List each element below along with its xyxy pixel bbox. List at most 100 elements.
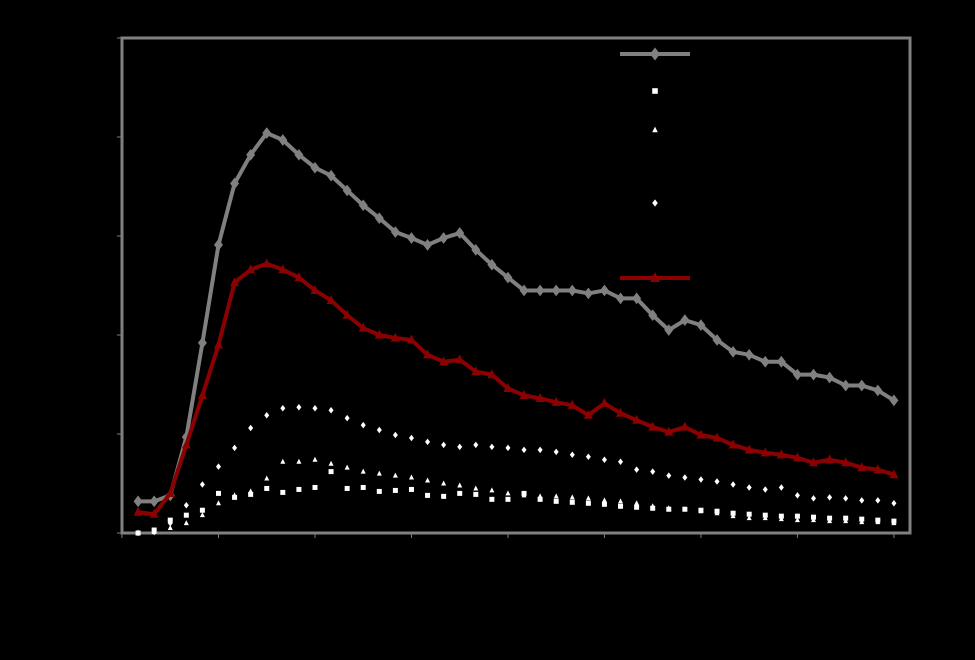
data-point (294, 272, 304, 282)
data-point (567, 284, 577, 297)
data-point (760, 447, 770, 457)
data-point (457, 443, 463, 451)
data-point (535, 284, 545, 297)
data-point (825, 371, 835, 384)
data-point (859, 497, 865, 504)
data-point (390, 226, 400, 238)
data-point (342, 184, 352, 197)
data-point (503, 271, 513, 284)
data-point (792, 368, 802, 381)
data-point (889, 394, 899, 407)
data-point (376, 426, 382, 434)
data-point (537, 446, 543, 454)
data-point (859, 519, 865, 525)
data-point (390, 332, 400, 342)
data-point (326, 294, 336, 304)
data-point (730, 513, 736, 519)
data-point (326, 169, 336, 182)
data-point (585, 453, 591, 461)
data-point (585, 495, 591, 501)
data-point (264, 485, 270, 491)
data-point (696, 319, 706, 331)
data-point (487, 369, 497, 379)
data-point (682, 474, 688, 481)
data-point (262, 127, 272, 139)
data-point (215, 490, 221, 496)
data-point (149, 508, 159, 518)
data-point (360, 468, 366, 474)
data-point (406, 232, 416, 244)
data-point (280, 489, 286, 495)
data-point (666, 505, 672, 511)
data-point (535, 392, 545, 402)
data-point (794, 492, 800, 499)
data-point (714, 478, 720, 485)
legend-marker (650, 272, 660, 282)
data-point (439, 232, 449, 244)
data-point (841, 457, 851, 467)
data-point (278, 134, 288, 146)
data-point (680, 314, 690, 326)
data-point (489, 443, 495, 451)
data-point (441, 441, 447, 449)
data-point (344, 464, 350, 470)
data-point (599, 397, 609, 407)
data-point (875, 497, 881, 504)
data-point (875, 519, 881, 525)
data-point (682, 506, 688, 512)
data-point (197, 337, 207, 349)
data-point (827, 494, 833, 501)
data-point (519, 389, 529, 399)
data-point (891, 520, 897, 526)
data-point (599, 284, 609, 297)
data-point (344, 485, 350, 491)
data-point (376, 488, 382, 494)
data-point (889, 469, 899, 479)
data-point (344, 414, 350, 422)
data-point (811, 495, 817, 502)
data-point (632, 414, 642, 424)
data-point (310, 285, 320, 295)
data-point (264, 475, 270, 481)
data-point (213, 339, 223, 349)
data-point (149, 495, 159, 508)
data-point (408, 486, 414, 492)
data-point (423, 239, 433, 251)
data-point (698, 476, 704, 483)
data-point (230, 277, 240, 287)
data-point (489, 487, 495, 493)
data-point (746, 511, 752, 517)
data-point (505, 444, 511, 452)
data-point (248, 491, 254, 497)
data-point (648, 421, 658, 431)
legend-marker (652, 88, 658, 94)
data-point (360, 484, 366, 490)
data-point (680, 421, 690, 431)
data-point (133, 506, 143, 516)
data-point (714, 510, 720, 516)
data-point (634, 500, 640, 506)
data-point (809, 457, 819, 467)
data-point (521, 492, 527, 498)
data-point (618, 458, 624, 465)
data-point (857, 462, 867, 472)
data-point (634, 504, 640, 510)
data-point (423, 349, 433, 359)
data-point (246, 264, 256, 274)
data-point (730, 481, 736, 488)
data-point (521, 446, 527, 454)
data-point (232, 492, 238, 498)
data-point (246, 148, 256, 161)
data-point (744, 444, 754, 454)
data-point (505, 496, 511, 502)
data-point (296, 486, 302, 492)
data-point (537, 493, 543, 499)
data-point (215, 463, 221, 470)
data-point (650, 503, 656, 509)
data-point (618, 503, 624, 509)
data-point (441, 480, 447, 486)
data-point (811, 517, 817, 523)
data-point (133, 495, 143, 508)
data-point (827, 518, 833, 524)
data-point (408, 474, 414, 480)
